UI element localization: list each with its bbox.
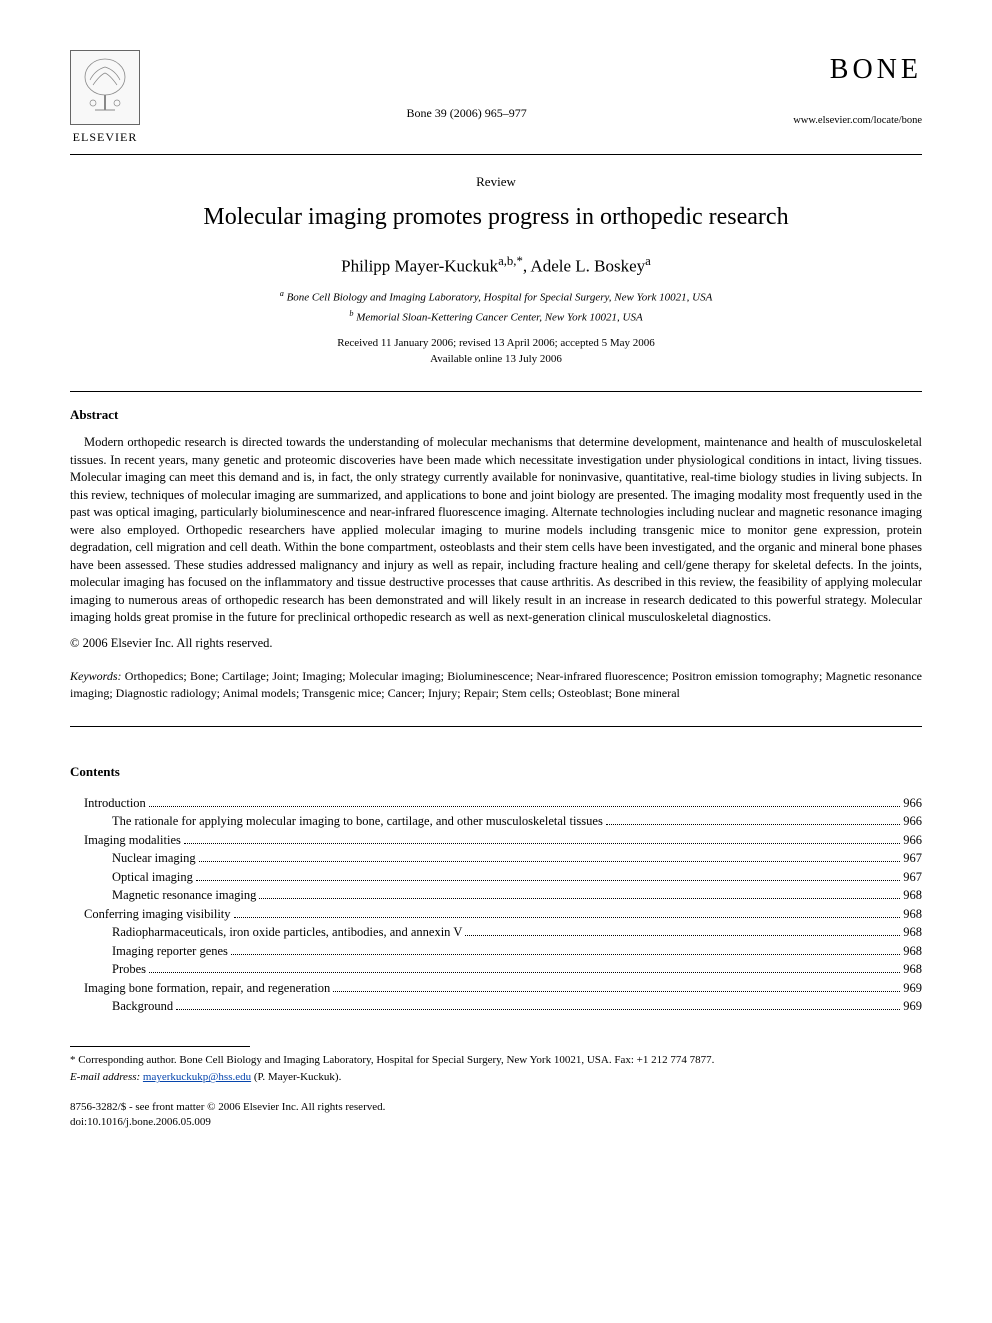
toc-page: 969: [903, 980, 922, 998]
keywords-text: Orthopedics; Bone; Cartilage; Joint; Ima…: [70, 669, 922, 700]
toc-dots: [606, 824, 900, 825]
toc-label: Background: [112, 998, 173, 1016]
toc-page: 968: [903, 943, 922, 961]
keywords-block: Keywords: Orthopedics; Bone; Cartilage; …: [70, 668, 922, 702]
toc-label: Optical imaging: [112, 869, 193, 887]
toc-page: 967: [903, 869, 922, 887]
article-dates: Received 11 January 2006; revised 13 Apr…: [70, 336, 922, 367]
toc-label: Imaging bone formation, repair, and rege…: [84, 980, 330, 998]
toc-label: The rationale for applying molecular ima…: [112, 813, 603, 831]
toc-label: Probes: [112, 961, 146, 979]
publisher-name: ELSEVIER: [73, 129, 138, 146]
toc-row: Conferring imaging visibility 968: [70, 906, 922, 924]
table-of-contents: Introduction 966 The rationale for applyin…: [70, 795, 922, 1016]
affiliation-b: b Memorial Sloan-Kettering Cancer Center…: [70, 308, 922, 326]
toc-dots: [259, 898, 900, 899]
toc-label: Introduction: [84, 795, 146, 813]
toc-page: 968: [903, 906, 922, 924]
issn-block: 8756-3282/$ - see front matter © 2006 El…: [70, 1100, 922, 1131]
abstract-copyright: © 2006 Elsevier Inc. All rights reserved…: [70, 635, 922, 653]
toc-row: Radiopharmaceuticals, iron oxide particl…: [70, 924, 922, 942]
header-rule: [70, 154, 922, 155]
footnote-rule: [70, 1046, 250, 1047]
toc-row: Imaging bone formation, repair, and rege…: [70, 980, 922, 998]
toc-row: Imaging reporter genes 968: [70, 943, 922, 961]
journal-brand: BONE www.elsevier.com/locate/bone: [793, 50, 922, 129]
author-2: Adele L. Boskey: [530, 256, 645, 275]
authors-line: Philipp Mayer-Kuckuka,b,*, Adele L. Bosk…: [70, 253, 922, 278]
toc-dots: [184, 843, 900, 844]
citation-line: Bone 39 (2006) 965–977: [140, 50, 793, 122]
toc-page: 968: [903, 887, 922, 905]
toc-label: Nuclear imaging: [112, 850, 196, 868]
toc-row: Introduction 966: [70, 795, 922, 813]
email-note: E-mail address: mayerkuckukp@hss.edu (P.…: [70, 1070, 922, 1085]
journal-url: www.elsevier.com/locate/bone: [793, 114, 922, 129]
toc-page: 968: [903, 961, 922, 979]
author-1: Philipp Mayer-Kuckuk: [341, 256, 498, 275]
toc-dots: [231, 954, 900, 955]
toc-page: 969: [903, 998, 922, 1016]
keywords-label: Keywords:: [70, 669, 122, 683]
elsevier-tree-icon: [70, 50, 140, 125]
publisher-logo: ELSEVIER: [70, 50, 140, 146]
abstract-heading: Abstract: [70, 406, 922, 424]
toc-dots: [199, 861, 901, 862]
toc-dots: [234, 917, 901, 918]
toc-row: Nuclear imaging 967: [70, 850, 922, 868]
toc-row: Imaging modalities 966: [70, 832, 922, 850]
toc-label: Magnetic resonance imaging: [112, 887, 256, 905]
journal-name: BONE: [793, 50, 922, 89]
toc-dots: [196, 880, 900, 881]
toc-page: 967: [903, 850, 922, 868]
toc-label: Imaging reporter genes: [112, 943, 228, 961]
abstract-bottom-rule: [70, 726, 922, 727]
article-type: Review: [70, 173, 922, 191]
corresponding-author-note: * Corresponding author. Bone Cell Biolog…: [70, 1053, 922, 1068]
toc-page: 966: [903, 795, 922, 813]
affiliation-a: a Bone Cell Biology and Imaging Laborato…: [70, 288, 922, 306]
toc-dots: [149, 972, 900, 973]
toc-dots: [149, 806, 900, 807]
toc-page: 966: [903, 813, 922, 831]
toc-label: Conferring imaging visibility: [84, 906, 231, 924]
toc-dots: [333, 991, 900, 992]
toc-label: Imaging modalities: [84, 832, 181, 850]
abstract-top-rule: [70, 391, 922, 392]
toc-row: Magnetic resonance imaging 968: [70, 887, 922, 905]
abstract-body: Modern orthopedic research is directed t…: [70, 434, 922, 627]
toc-dots: [176, 1009, 900, 1010]
toc-row: The rationale for applying molecular ima…: [70, 813, 922, 831]
author-email[interactable]: mayerkuckukp@hss.edu: [143, 1071, 251, 1083]
toc-row: Background 969: [70, 998, 922, 1016]
toc-label: Radiopharmaceuticals, iron oxide particl…: [112, 924, 462, 942]
article-title: Molecular imaging promotes progress in o…: [70, 201, 922, 235]
page-header: ELSEVIER Bone 39 (2006) 965–977 BONE www…: [70, 50, 922, 146]
toc-row: Optical imaging 967: [70, 869, 922, 887]
toc-page: 966: [903, 832, 922, 850]
toc-page: 968: [903, 924, 922, 942]
toc-dots: [465, 935, 900, 936]
contents-heading: Contents: [70, 763, 922, 781]
toc-row: Probes 968: [70, 961, 922, 979]
